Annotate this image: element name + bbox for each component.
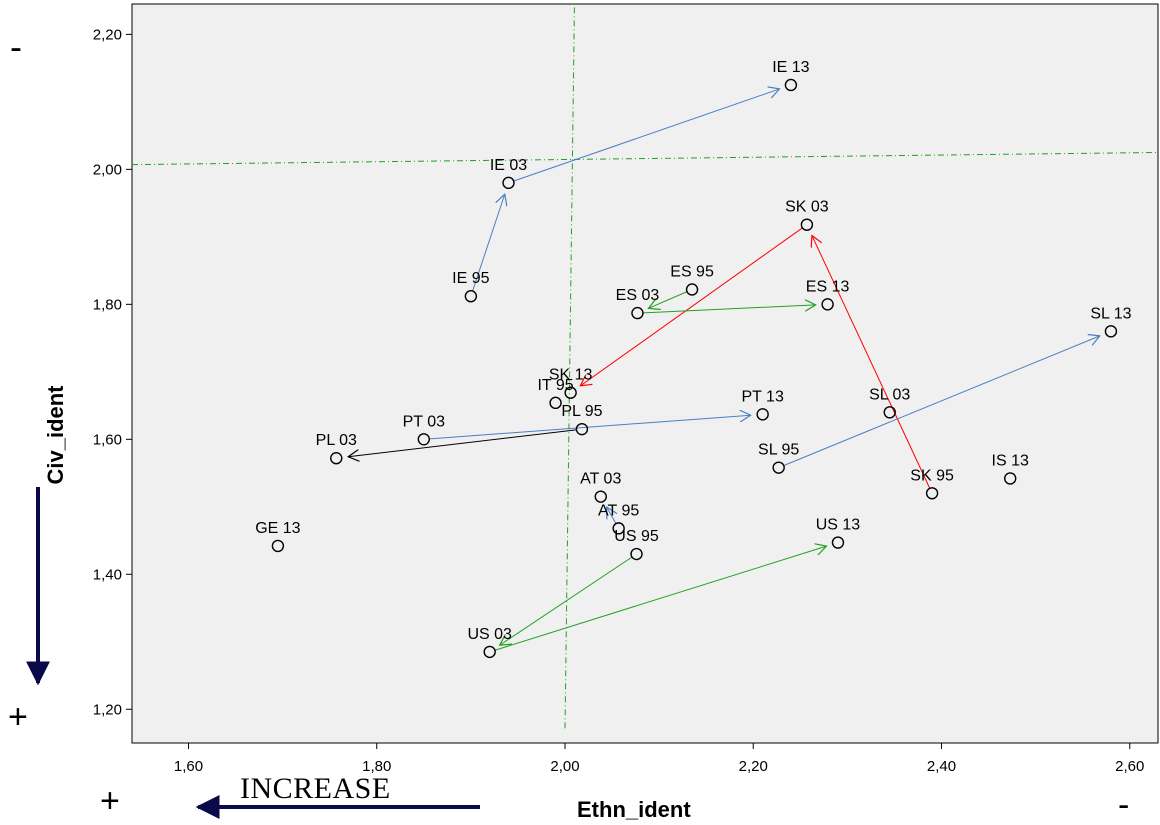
- data-point: [883, 406, 896, 419]
- increase-label: INCREASE: [240, 772, 391, 805]
- x-tick-label: 2,00: [550, 758, 579, 775]
- data-point-label: SK 03: [785, 199, 829, 216]
- trajectory-arrow: [500, 556, 632, 645]
- data-point: [821, 298, 834, 311]
- data-point-label: ES 95: [670, 263, 714, 280]
- data-points: IE 13 IE 03 IE 95 SK 03 ES 95 ES 03 ES 13 SL 13…: [255, 59, 1132, 659]
- data-point-label: SL 95: [758, 442, 799, 459]
- data-point: [594, 490, 607, 503]
- data-point-label: PL 95: [561, 403, 602, 420]
- data-point-label: GE 13: [255, 520, 300, 537]
- data-point-label: SL 13: [1090, 305, 1131, 322]
- data-point-label: PT 13: [741, 388, 784, 405]
- trajectory-arrow: [348, 429, 577, 457]
- x-tick-label: 2,20: [739, 758, 768, 775]
- data-point-label: IE 13: [772, 59, 809, 76]
- data-point: [502, 176, 515, 190]
- data-point-label: US 03: [467, 626, 512, 643]
- trajectory-arrow: [784, 336, 1100, 466]
- x-tick-label: 1,80: [362, 758, 391, 775]
- data-point: [772, 461, 785, 474]
- data-point: [575, 422, 589, 436]
- data-point: [784, 78, 798, 92]
- y-tick-label: 2,20: [93, 26, 122, 43]
- data-point: [630, 547, 643, 561]
- trajectory-arrows: [348, 89, 1100, 651]
- data-point: [925, 487, 939, 500]
- data-point-label: PL 03: [316, 432, 357, 449]
- data-point: [1004, 472, 1017, 485]
- data-point-label: US 95: [614, 528, 659, 545]
- y-axis-label-box: Civ_ident: [36, 360, 76, 510]
- data-point-label: SK 95: [910, 467, 954, 484]
- trajectory-arrow: [648, 291, 687, 308]
- data-point-label: SK 13: [549, 367, 593, 384]
- data-point-label: IE 95: [452, 270, 489, 287]
- data-point: [564, 386, 577, 399]
- x-tick-label: 1,60: [174, 758, 203, 775]
- trajectory-arrow: [580, 227, 803, 386]
- data-point-label: IT 95: [537, 377, 573, 394]
- data-point: [1104, 325, 1118, 338]
- data-point: [483, 645, 496, 659]
- y-tick-label: 1,20: [93, 701, 122, 718]
- vertical-reference-line: [564, 7, 575, 730]
- trajectory-arrow: [495, 546, 826, 651]
- data-point: [685, 283, 699, 296]
- data-point: [417, 433, 430, 446]
- y-tick-label: 1,60: [93, 431, 122, 448]
- reference-lines: [131, 7, 1159, 730]
- x-plus-sign: +: [100, 782, 120, 820]
- data-point: [831, 536, 845, 549]
- axes: 1,60 1,80 2,00 2,20 2,40 2,60 1,20 1,40 1,60 1,80…: [93, 26, 1145, 775]
- data-point-label: ES 13: [806, 278, 850, 295]
- trajectory-arrow: [812, 236, 931, 489]
- trajectory-arrow: [429, 415, 751, 440]
- x-axis-label: Ethn_ident: [577, 797, 691, 822]
- data-point-label: AT 95: [598, 502, 639, 519]
- data-point-label: PT 03: [403, 413, 446, 430]
- horizontal-reference-line: [131, 151, 1159, 166]
- y-tick-label: 1,80: [93, 296, 122, 313]
- y-tick-label: 2,00: [93, 161, 122, 178]
- x-tick-label: 2,60: [1115, 758, 1144, 775]
- data-point: [464, 290, 478, 303]
- data-point-label: SL 03: [869, 386, 910, 403]
- data-point-label: AT 03: [580, 471, 621, 488]
- data-point: [631, 306, 644, 320]
- data-point: [549, 396, 562, 410]
- data-point-label: IS 13: [992, 452, 1029, 469]
- data-point-label: US 13: [816, 517, 861, 534]
- y-axis-label: Civ_ident: [43, 385, 68, 485]
- data-point: [756, 408, 769, 421]
- data-point-label: ES 03: [616, 287, 660, 304]
- y-plus-sign: +: [8, 698, 28, 736]
- x-tick-label: 2,40: [927, 758, 956, 775]
- x-minus-sign: -: [1118, 786, 1130, 824]
- trajectory-arrow: [643, 305, 815, 314]
- trajectory-arrow: [607, 507, 616, 524]
- data-point: [800, 218, 814, 231]
- y-minus-sign: -: [10, 26, 22, 67]
- plot-area: [131, 3, 1159, 744]
- data-point: [271, 539, 285, 553]
- y-tick-label: 1,40: [93, 566, 122, 583]
- data-point: [612, 522, 625, 535]
- data-point-label: IE 03: [490, 157, 527, 174]
- trajectory-arrow: [472, 194, 505, 291]
- trajectory-arrow: [514, 89, 779, 182]
- data-point: [330, 451, 343, 465]
